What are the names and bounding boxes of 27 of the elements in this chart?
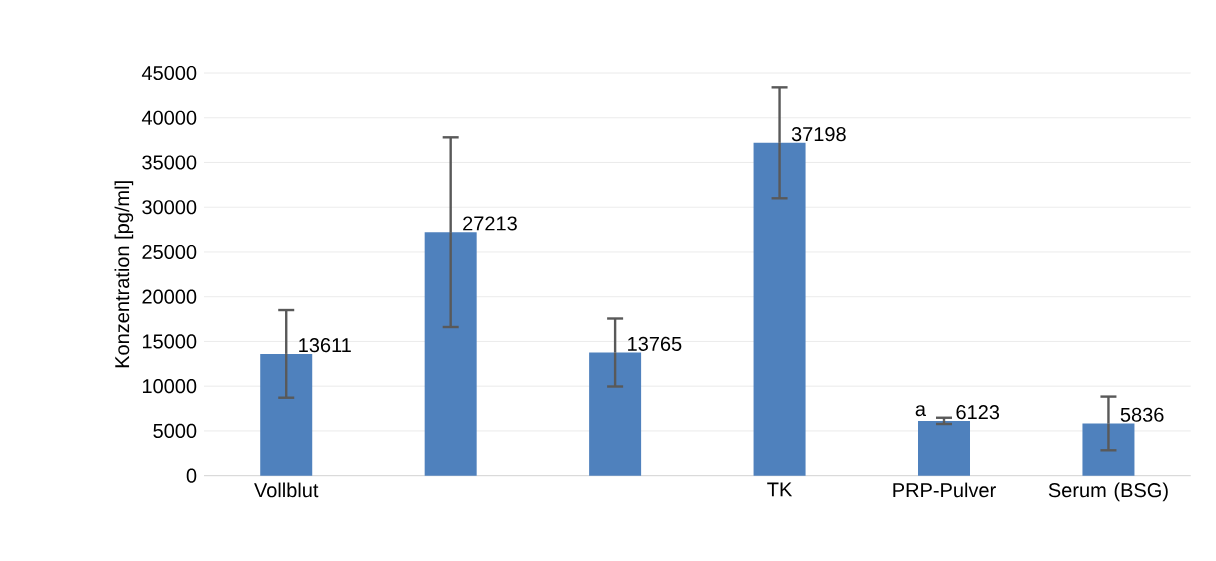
y-tick-label: 40000 (141, 110, 197, 125)
x-tick-label: Serum (BSG) (1048, 482, 1168, 502)
annotation: a (915, 405, 926, 417)
y-tick-label: 45000 (141, 65, 197, 81)
y-tick-label: 35000 (142, 155, 197, 170)
y-axis-title: Konzentration [pg/ml] (114, 181, 134, 368)
data-label: 37198 (791, 127, 846, 142)
data-label: 13611 (299, 338, 351, 353)
data-label: 5836 (1120, 407, 1164, 422)
data-label: 27213 (463, 216, 517, 231)
y-tick-label: 0 (186, 468, 197, 483)
bar (589, 352, 642, 476)
bar (753, 142, 806, 476)
x-tick-label: PRP-Pulver (893, 482, 996, 498)
y-tick-label: 25000 (142, 244, 197, 260)
bar (918, 420, 970, 476)
data-label: 13765 (628, 336, 682, 351)
bar (260, 353, 313, 476)
y-tick-label: 10000 (142, 379, 197, 394)
y-tick-label: 20000 (142, 289, 197, 304)
y-tick-label: 5000 (153, 423, 197, 438)
x-tick-label: Vollblut (254, 482, 319, 498)
y-tick-label: 30000 (142, 200, 197, 215)
y-tick-label: 15000 (142, 334, 197, 349)
x-tick-label: TK (767, 482, 793, 497)
bar (424, 232, 477, 476)
data-label: 6123 (956, 405, 1000, 420)
